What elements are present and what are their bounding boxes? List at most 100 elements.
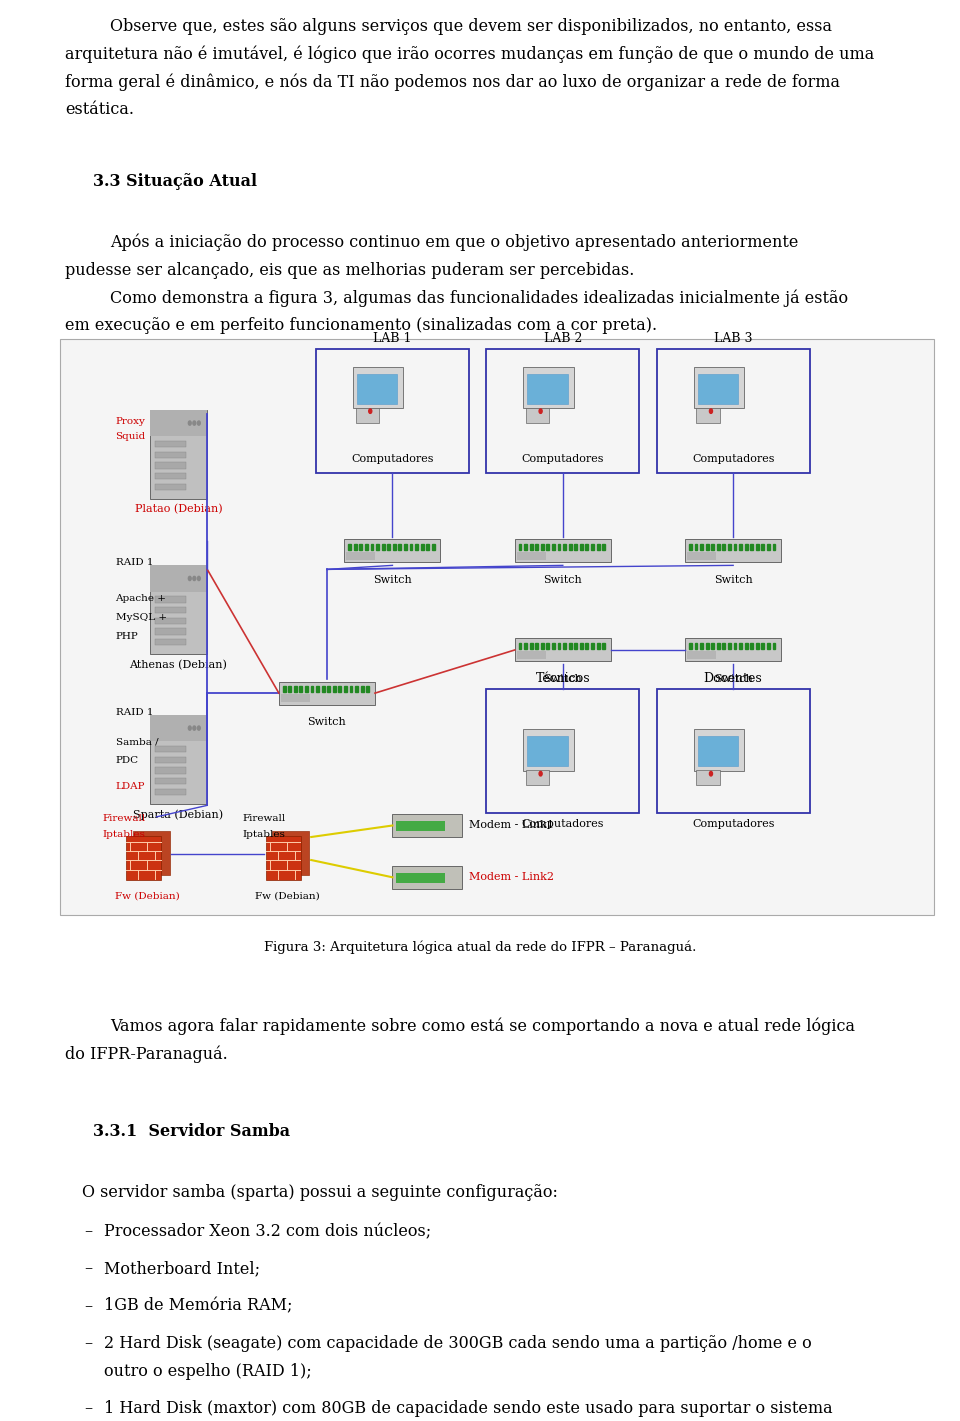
Bar — [558, 544, 561, 550]
Bar — [333, 686, 336, 692]
FancyBboxPatch shape — [345, 540, 441, 563]
Bar — [361, 686, 364, 692]
Circle shape — [193, 421, 196, 425]
Bar — [564, 544, 566, 550]
Bar — [591, 544, 594, 550]
Bar — [311, 686, 314, 692]
Text: –: – — [84, 1400, 92, 1417]
Text: Computadores: Computadores — [351, 455, 434, 465]
Text: Como demonstra a figura 3, algumas das funcionalidades idealizadas inicialmente : Como demonstra a figura 3, algumas das f… — [110, 290, 849, 307]
Bar — [348, 544, 351, 550]
Text: Iptables: Iptables — [103, 830, 145, 838]
Bar — [518, 544, 521, 550]
Bar — [761, 544, 764, 550]
FancyBboxPatch shape — [687, 553, 716, 560]
FancyBboxPatch shape — [278, 682, 375, 705]
Text: Fw (Debian): Fw (Debian) — [255, 891, 320, 901]
FancyBboxPatch shape — [393, 814, 463, 837]
Text: LAB 3: LAB 3 — [714, 333, 753, 345]
Bar — [426, 544, 429, 550]
Text: 1GB de Memória RAM;: 1GB de Memória RAM; — [104, 1297, 292, 1314]
Circle shape — [188, 421, 191, 425]
Text: 3.3.1  Servidor Samba: 3.3.1 Servidor Samba — [93, 1123, 290, 1140]
Bar — [586, 644, 588, 649]
Text: outro o espelho (RAID 1);: outro o espelho (RAID 1); — [104, 1363, 311, 1380]
Text: em execução e em perfeito funcionamento (sinalizadas com a cor preta).: em execução e em perfeito funcionamento … — [65, 317, 658, 334]
Bar — [536, 644, 539, 649]
Bar — [694, 644, 697, 649]
FancyBboxPatch shape — [357, 374, 397, 404]
Bar — [322, 686, 324, 692]
FancyBboxPatch shape — [396, 872, 444, 882]
Bar — [596, 644, 599, 649]
FancyBboxPatch shape — [155, 618, 186, 624]
Bar — [706, 644, 708, 649]
Bar — [596, 544, 599, 550]
Bar — [432, 544, 435, 550]
Text: Modem - Link1: Modem - Link1 — [469, 820, 554, 830]
FancyBboxPatch shape — [273, 831, 309, 875]
Bar — [530, 644, 533, 649]
Circle shape — [188, 726, 191, 730]
Bar — [552, 644, 555, 649]
Bar — [745, 544, 748, 550]
Text: Switch: Switch — [543, 674, 582, 684]
Text: Após a iniciação do processo continuo em que o objetivo apresentado anteriorment: Após a iniciação do processo continuo em… — [110, 234, 799, 252]
FancyBboxPatch shape — [155, 628, 186, 635]
Bar — [420, 544, 423, 550]
Text: Firewall: Firewall — [103, 814, 146, 823]
FancyBboxPatch shape — [396, 821, 444, 831]
Bar — [404, 544, 407, 550]
Bar — [305, 686, 308, 692]
Bar — [717, 644, 720, 649]
Bar — [564, 644, 566, 649]
FancyBboxPatch shape — [155, 483, 186, 490]
FancyBboxPatch shape — [347, 553, 375, 560]
Bar — [410, 544, 413, 550]
Text: arquitetura não é imutável, é lógico que irão ocorres mudanças em função de que : arquitetura não é imutável, é lógico que… — [65, 45, 875, 63]
Bar — [558, 644, 561, 649]
Bar — [300, 686, 302, 692]
FancyBboxPatch shape — [523, 729, 574, 770]
Circle shape — [709, 772, 712, 776]
Bar — [540, 644, 543, 649]
FancyBboxPatch shape — [694, 729, 744, 770]
Bar — [546, 644, 549, 649]
Text: –: – — [84, 1260, 92, 1277]
Bar — [580, 644, 583, 649]
FancyBboxPatch shape — [132, 831, 170, 875]
Text: Técnicos: Técnicos — [536, 672, 590, 685]
Text: Computadores: Computadores — [692, 455, 775, 465]
Circle shape — [188, 577, 191, 581]
FancyBboxPatch shape — [698, 374, 738, 404]
FancyBboxPatch shape — [516, 553, 545, 560]
Bar — [700, 644, 703, 649]
Circle shape — [540, 409, 542, 414]
Text: 3.3 Situação Atual: 3.3 Situação Atual — [93, 173, 257, 190]
Text: RAID 1: RAID 1 — [115, 708, 153, 716]
Bar — [524, 544, 527, 550]
FancyBboxPatch shape — [515, 540, 611, 563]
FancyBboxPatch shape — [155, 473, 186, 479]
Bar — [359, 544, 362, 550]
Text: –: – — [84, 1297, 92, 1314]
FancyBboxPatch shape — [266, 836, 300, 880]
Bar — [739, 644, 742, 649]
Text: Proxy: Proxy — [115, 416, 145, 426]
Text: 2 Hard Disk (seagate) com capacidade de 300GB cada sendo uma a partição /home e : 2 Hard Disk (seagate) com capacidade de … — [104, 1336, 811, 1353]
Bar — [586, 544, 588, 550]
Text: Observe que, estes são alguns serviços que devem ser disponibilizados, no entant: Observe que, estes são alguns serviços q… — [110, 18, 832, 34]
Text: Platao (Debian): Platao (Debian) — [134, 504, 222, 514]
Text: Fw (Debian): Fw (Debian) — [115, 891, 180, 901]
Text: Switch: Switch — [714, 674, 753, 684]
Text: Switch: Switch — [543, 576, 582, 585]
Bar — [568, 544, 571, 550]
Bar — [365, 544, 368, 550]
Bar — [751, 544, 754, 550]
Bar — [580, 544, 583, 550]
Text: Firewall: Firewall — [242, 814, 285, 823]
Text: LAB 2: LAB 2 — [543, 333, 582, 345]
Bar — [773, 644, 776, 649]
FancyBboxPatch shape — [155, 639, 186, 645]
Bar — [294, 686, 297, 692]
